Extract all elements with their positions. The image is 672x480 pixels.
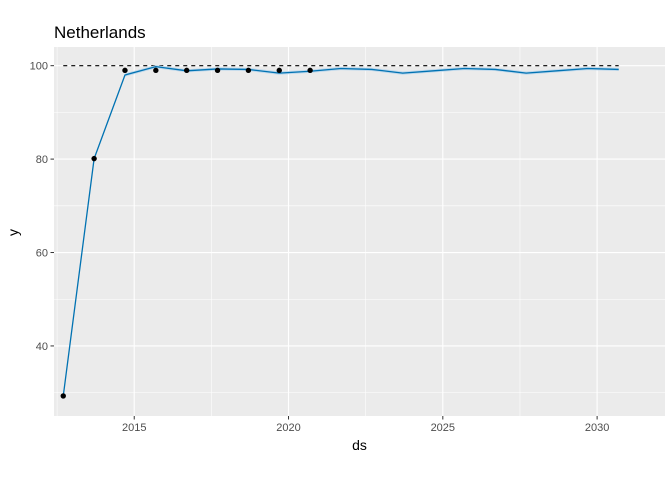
x-axis-title: ds bbox=[352, 437, 367, 453]
y-tick-label: 100 bbox=[30, 61, 48, 73]
y-tick-label: 80 bbox=[36, 154, 48, 166]
forecast-line bbox=[62, 65, 619, 396]
observed-point bbox=[276, 67, 282, 74]
observed-point bbox=[91, 155, 97, 162]
observed-point bbox=[214, 67, 221, 74]
chart-title: Netherlands bbox=[54, 23, 146, 42]
y-tick-label: 60 bbox=[36, 248, 48, 260]
observed-point bbox=[245, 67, 252, 74]
observed-point bbox=[60, 393, 66, 399]
observed-point bbox=[122, 67, 128, 74]
x-tick-label: 2025 bbox=[431, 422, 455, 434]
forecast-line-layer bbox=[62, 65, 619, 396]
minor-gridlines bbox=[54, 47, 665, 416]
x-tick-label: 2015 bbox=[122, 422, 146, 434]
y-tick-label: 40 bbox=[36, 341, 48, 353]
major-gridlines bbox=[54, 47, 665, 416]
y-axis-ticks: 40 60 80 100 bbox=[30, 61, 54, 353]
observed-points-layer bbox=[60, 67, 313, 399]
x-axis-ticks: 2015 2020 2025 2030 bbox=[122, 416, 609, 434]
observed-point bbox=[307, 67, 313, 74]
x-tick-label: 2020 bbox=[276, 422, 300, 434]
y-axis-title: y bbox=[5, 229, 21, 236]
observed-point bbox=[153, 67, 159, 74]
x-tick-label: 2030 bbox=[585, 422, 609, 434]
plot-panel bbox=[54, 47, 665, 416]
observed-point bbox=[183, 67, 190, 74]
